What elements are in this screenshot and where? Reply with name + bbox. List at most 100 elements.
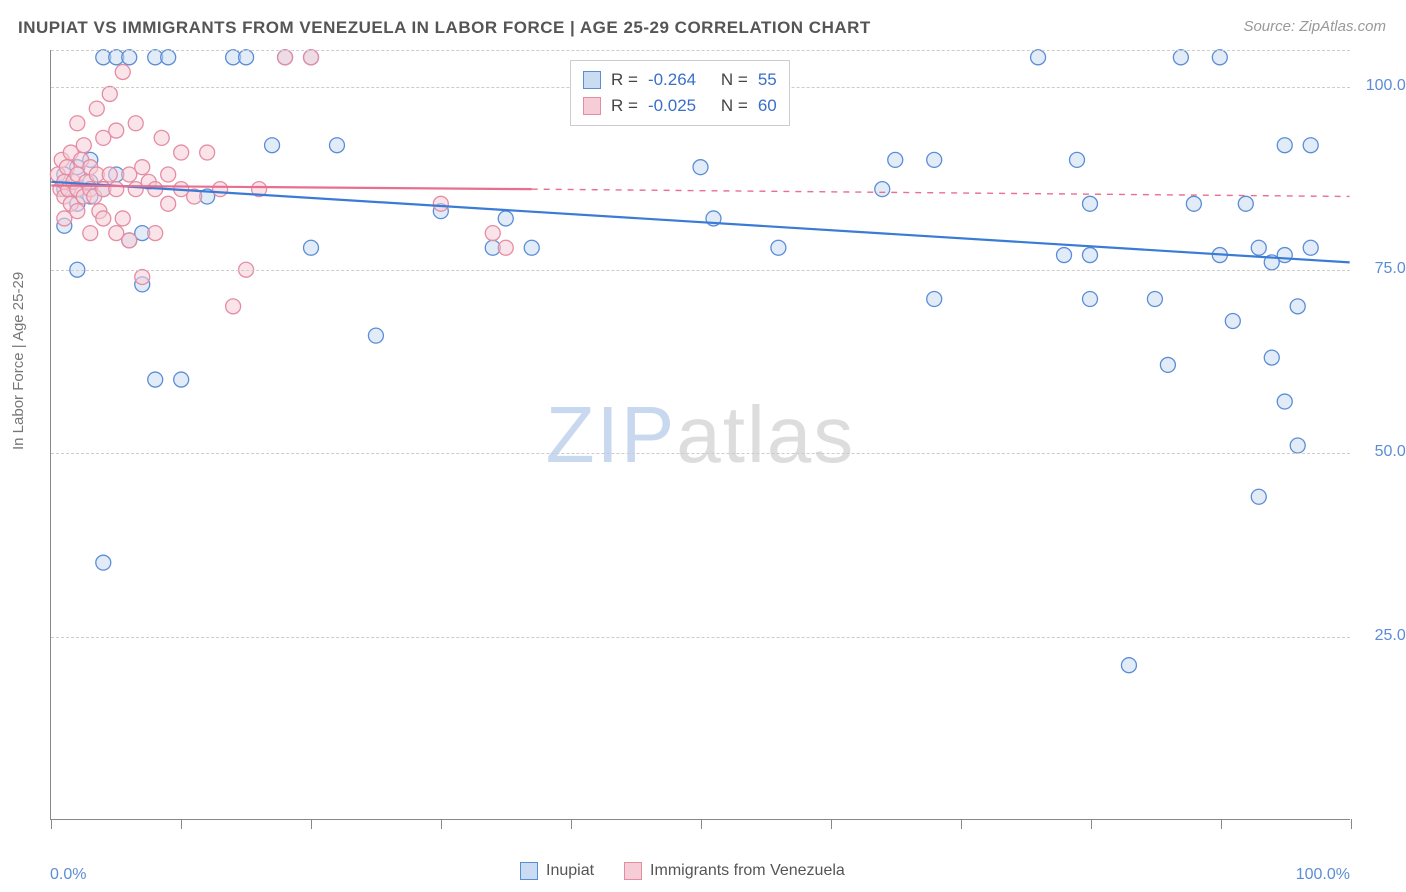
scatter-point — [174, 372, 189, 387]
legend-n-value-1: 60 — [758, 93, 777, 119]
x-tick — [181, 819, 182, 829]
scatter-point — [239, 50, 254, 65]
x-tick — [571, 819, 572, 829]
scatter-point — [1277, 394, 1292, 409]
x-tick — [1351, 819, 1352, 829]
scatter-point — [161, 50, 176, 65]
y-tick-label: 25.0% — [1360, 627, 1406, 645]
legend-n-label-1: N = — [721, 93, 748, 119]
scatter-point — [70, 116, 85, 131]
scatter-point — [1251, 240, 1266, 255]
x-tick — [701, 819, 702, 829]
y-tick-label: 100.0% — [1360, 77, 1406, 95]
scatter-point — [161, 196, 176, 211]
y-tick-label: 50.0% — [1360, 443, 1406, 461]
scatter-point — [148, 226, 163, 241]
scatter-point — [135, 270, 150, 285]
chart-svg — [51, 50, 1350, 819]
scatter-point — [1083, 248, 1098, 263]
scatter-point — [498, 240, 513, 255]
scatter-point — [1147, 292, 1162, 307]
x-tick — [831, 819, 832, 829]
x-axis-min-label: 0.0% — [50, 866, 86, 884]
scatter-point — [927, 292, 942, 307]
gridline-h — [51, 270, 1350, 271]
legend-bottom-label-1: Immigrants from Venezuela — [650, 862, 845, 880]
legend-row-series-0: R = -0.264 N = 55 — [583, 67, 777, 93]
chart-container: INUPIAT VS IMMIGRANTS FROM VENEZUELA IN … — [0, 0, 1406, 892]
scatter-point — [1303, 138, 1318, 153]
legend-item-1: Immigrants from Venezuela — [624, 862, 845, 880]
scatter-point — [485, 226, 500, 241]
chart-source: Source: ZipAtlas.com — [1243, 18, 1386, 35]
x-tick — [51, 819, 52, 829]
scatter-point — [1290, 299, 1305, 314]
legend-item-0: Inupiat — [520, 862, 594, 880]
scatter-point — [1238, 196, 1253, 211]
scatter-point — [115, 211, 130, 226]
scatter-point — [1070, 152, 1085, 167]
legend-r-label-0: R = — [611, 67, 638, 93]
x-tick — [1091, 819, 1092, 829]
legend-r-label-1: R = — [611, 93, 638, 119]
scatter-point — [161, 167, 176, 182]
y-axis-label: In Labor Force | Age 25-29 — [10, 272, 27, 450]
legend-swatch-blue — [583, 71, 601, 89]
scatter-point — [115, 64, 130, 79]
scatter-point — [70, 204, 85, 219]
scatter-point — [1121, 658, 1136, 673]
scatter-point — [1173, 50, 1188, 65]
scatter-point — [433, 196, 448, 211]
scatter-point — [368, 328, 383, 343]
gridline-h — [51, 637, 1350, 638]
legend-bottom-label-0: Inupiat — [546, 862, 594, 880]
scatter-point — [1277, 248, 1292, 263]
scatter-point — [96, 211, 111, 226]
gridline-h — [51, 453, 1350, 454]
legend-n-label-0: N = — [721, 67, 748, 93]
scatter-point — [771, 240, 786, 255]
scatter-point — [278, 50, 293, 65]
legend-swatch-pink — [583, 97, 601, 115]
scatter-point — [1057, 248, 1072, 263]
scatter-point — [213, 182, 228, 197]
scatter-point — [200, 145, 215, 160]
legend-r-value-0: -0.264 — [648, 67, 696, 93]
scatter-point — [304, 240, 319, 255]
x-tick — [961, 819, 962, 829]
scatter-point — [76, 138, 91, 153]
scatter-point — [109, 182, 124, 197]
legend-row-series-1: R = -0.025 N = 60 — [583, 93, 777, 119]
scatter-point — [109, 123, 124, 138]
legend-correlation: R = -0.264 N = 55 R = -0.025 N = 60 — [570, 60, 790, 126]
scatter-point — [1212, 50, 1227, 65]
scatter-point — [83, 226, 98, 241]
x-axis-max-label: 100.0% — [1296, 866, 1350, 884]
scatter-point — [122, 233, 137, 248]
legend-n-value-0: 55 — [758, 67, 777, 93]
legend-series: Inupiat Immigrants from Venezuela — [520, 862, 845, 880]
scatter-point — [96, 555, 111, 570]
y-tick-label: 75.0% — [1360, 260, 1406, 278]
x-tick — [1221, 819, 1222, 829]
scatter-point — [226, 299, 241, 314]
regression-line-dashed — [532, 189, 1350, 196]
scatter-point — [102, 86, 117, 101]
scatter-point — [1277, 138, 1292, 153]
legend-r-value-1: -0.025 — [648, 93, 696, 119]
plot-area: ZIPatlas 25.0%50.0%75.0%100.0% — [50, 50, 1350, 820]
scatter-point — [89, 101, 104, 116]
scatter-point — [1264, 350, 1279, 365]
regression-line — [51, 182, 1349, 263]
legend-bottom-swatch-0 — [520, 862, 538, 880]
scatter-point — [128, 116, 143, 131]
gridline-h — [51, 50, 1350, 51]
scatter-point — [1186, 196, 1201, 211]
scatter-point — [927, 152, 942, 167]
scatter-point — [1160, 357, 1175, 372]
scatter-point — [875, 182, 890, 197]
chart-title: INUPIAT VS IMMIGRANTS FROM VENEZUELA IN … — [18, 18, 871, 38]
scatter-point — [148, 372, 163, 387]
scatter-point — [1031, 50, 1046, 65]
scatter-point — [888, 152, 903, 167]
